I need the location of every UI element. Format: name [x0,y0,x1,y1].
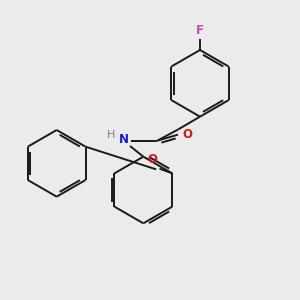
Text: N: N [119,133,129,146]
Text: F: F [196,24,204,37]
Text: O: O [183,128,193,140]
Text: H: H [107,130,116,140]
Text: O: O [148,153,158,166]
